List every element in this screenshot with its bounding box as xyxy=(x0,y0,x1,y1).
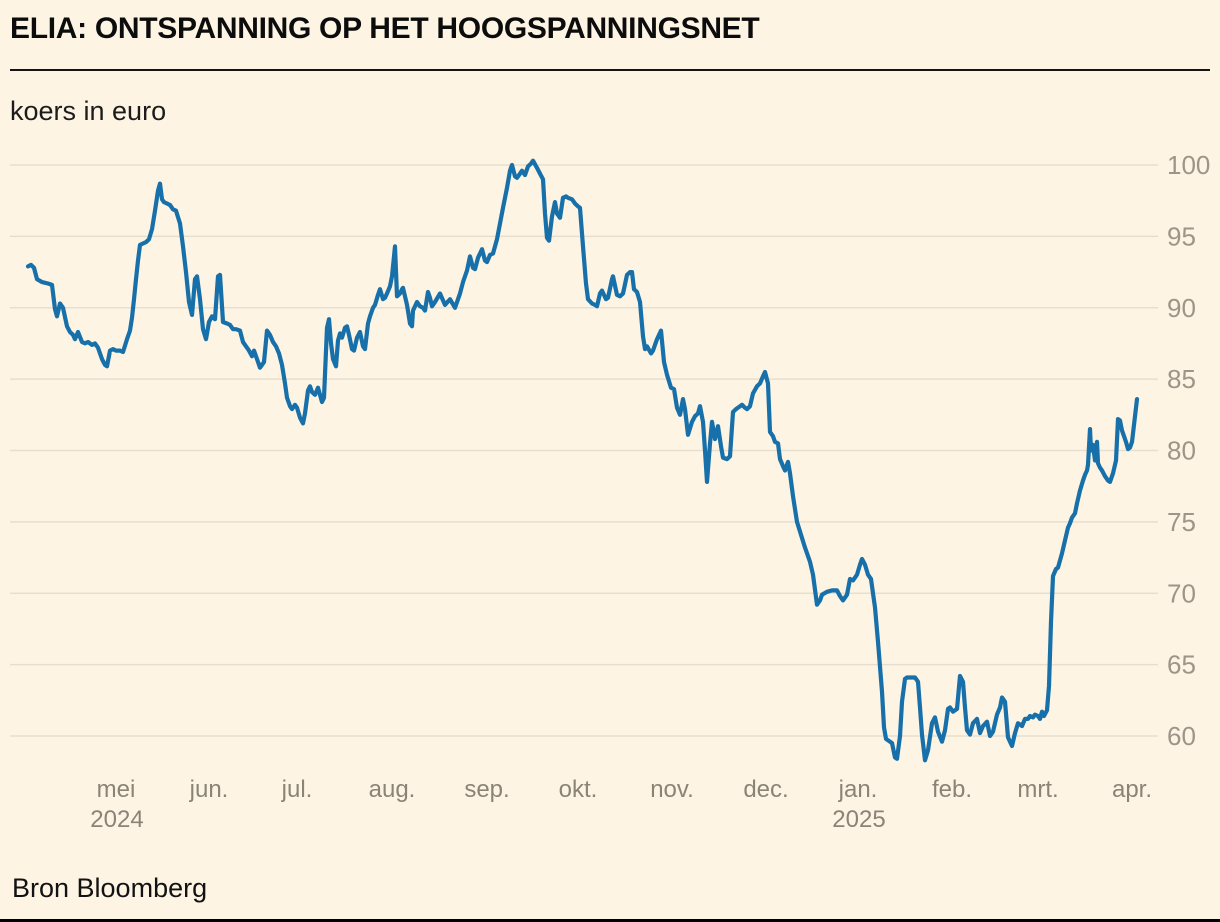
source-credit: Bron Bloomberg xyxy=(12,873,208,903)
y-tick-label: 80 xyxy=(1167,436,1196,466)
x-tick-label: dec. xyxy=(743,776,788,803)
y-tick-label: 75 xyxy=(1167,507,1196,537)
x-tick-label: sep. xyxy=(464,776,509,803)
x-tick-label: jul. xyxy=(281,776,313,803)
y-tick-label: 85 xyxy=(1167,364,1196,394)
x-tick-label: feb. xyxy=(932,776,972,803)
y-axis-unit-label: koers in euro xyxy=(10,96,167,126)
x-tick-label: mrt. xyxy=(1017,776,1058,803)
x-tick-label: aug. xyxy=(369,776,416,803)
x-tick-year-label: 2024 xyxy=(90,806,143,833)
x-tick-label: okt. xyxy=(559,776,598,803)
x-tick-label: nov. xyxy=(650,776,694,803)
y-tick-label: 65 xyxy=(1167,650,1196,680)
page-title: ELIA: ONTSPANNING OP HET HOOGSPANNINGSNE… xyxy=(10,12,760,45)
title-divider xyxy=(10,69,1210,71)
x-tick-year-label: 2025 xyxy=(832,806,885,833)
x-tick-label: jun. xyxy=(189,776,229,803)
x-tick-label: mei xyxy=(97,776,136,803)
x-tick-label: apr. xyxy=(1112,776,1152,803)
y-tick-label: 70 xyxy=(1167,578,1196,608)
x-tick-label: jan. xyxy=(838,776,878,803)
y-tick-label: 100 xyxy=(1167,150,1210,180)
price-line xyxy=(25,158,1140,763)
bottom-border xyxy=(0,919,1220,922)
y-tick-label: 60 xyxy=(1167,721,1196,751)
y-tick-label: 95 xyxy=(1167,221,1196,251)
y-tick-label: 90 xyxy=(1167,293,1196,323)
